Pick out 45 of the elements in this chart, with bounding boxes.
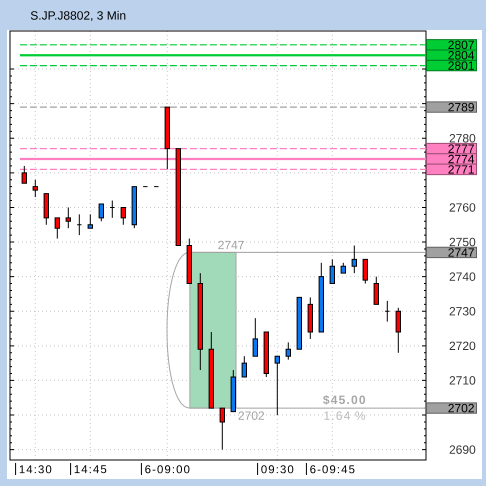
y-tick-label: 2710 [450, 376, 476, 385]
candlestick [32, 179, 38, 198]
candlestick [374, 276, 379, 305]
y-tick-label: 2750 [450, 238, 476, 246]
candlestick [340, 262, 346, 274]
y-tick-label: 2760 [450, 203, 476, 212]
x-tick-label: 6-09:45 [310, 465, 354, 474]
ref-line-label: 2747 [448, 248, 474, 257]
y-tick-label: 2720 [450, 342, 476, 350]
y-tick-label: 2740 [450, 272, 476, 281]
candlestick [352, 245, 357, 274]
y-tick-label: 2690 [450, 445, 476, 454]
candlestick [396, 307, 401, 354]
x-tick-label: 14:30 [20, 465, 52, 474]
candlestick [88, 214, 93, 229]
candlestick [274, 356, 280, 416]
ref-line-label: 2807 [448, 40, 474, 50]
candlestick [252, 318, 258, 357]
annotation: 2747 [218, 240, 244, 250]
ref-line-label: 2789 [448, 102, 474, 112]
x-tick-label: 6-09:00 [145, 465, 190, 474]
candlestick [286, 342, 291, 360]
candlestick [242, 356, 248, 378]
chart-title: S.JP.J8802, 3 Min [30, 10, 126, 22]
annotation: 2702 [238, 411, 264, 420]
candlestick [220, 408, 225, 450]
ref-line-label: 2771 [448, 165, 474, 174]
ref-line-label: 2804 [448, 50, 474, 60]
candlestick [66, 206, 72, 229]
ref-line-label: 2777 [448, 144, 474, 153]
candlestick [98, 203, 104, 222]
candlestick [330, 258, 336, 284]
candlestick [54, 217, 60, 240]
candlestick [362, 258, 368, 284]
ref-line-label: 2801 [448, 61, 474, 70]
annotation: $45.00 [323, 395, 366, 405]
y-tick-label: 2780 [450, 134, 476, 143]
x-tick-label: 09:30 [261, 465, 294, 474]
candlestick [120, 206, 126, 226]
ref-line-label: 2774 [448, 154, 474, 164]
y-tick-label: 2730 [450, 306, 476, 316]
annotation: 1.64 % [324, 411, 366, 420]
x-tick-label: 14:45 [74, 465, 106, 474]
ref-line-label: 2702 [448, 404, 474, 412]
candlestick [22, 165, 27, 184]
